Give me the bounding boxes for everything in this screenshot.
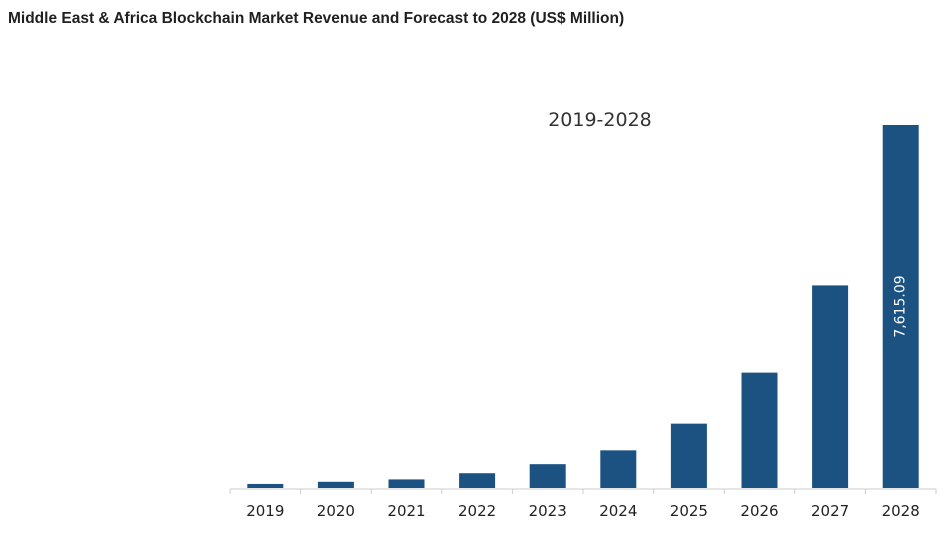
bar-2022	[459, 473, 496, 488]
bar-2021	[388, 479, 425, 488]
x-tick-label-2027: 2027	[811, 502, 849, 520]
x-tick-label-2028: 2028	[882, 502, 920, 520]
x-tick-label-2023: 2023	[529, 502, 567, 520]
bar-2023	[529, 464, 566, 488]
chart-annotation: 2019-2028	[548, 109, 652, 131]
x-tick-label-2026: 2026	[740, 502, 778, 520]
x-tick-label-2020: 2020	[317, 502, 355, 520]
x-axis-tick-labels: 2019 2020 2021 2022 2023 2024 2025 2026 2027 2028	[246, 502, 920, 520]
data-label-2028: 7,615.09	[893, 275, 909, 337]
x-tick-label-2022: 2022	[458, 502, 496, 520]
bar-2027	[812, 285, 849, 488]
bar-2028	[882, 125, 919, 488]
x-tick-label-2025: 2025	[670, 502, 708, 520]
bar-2020	[317, 481, 354, 488]
x-axis-ticks	[229, 489, 937, 494]
data-labels-group: 7,615.09	[893, 275, 909, 337]
bar-2026	[741, 372, 778, 488]
bars-group	[247, 125, 919, 488]
chart-title: Middle East & Africa Blockchain Market R…	[8, 10, 625, 27]
x-tick-label-2021: 2021	[387, 502, 425, 520]
bar-2025	[670, 423, 707, 488]
bar-2019	[247, 483, 284, 488]
x-tick-label-2019: 2019	[246, 502, 284, 520]
bar-2024	[600, 450, 637, 488]
x-tick-label-2024: 2024	[599, 502, 637, 520]
